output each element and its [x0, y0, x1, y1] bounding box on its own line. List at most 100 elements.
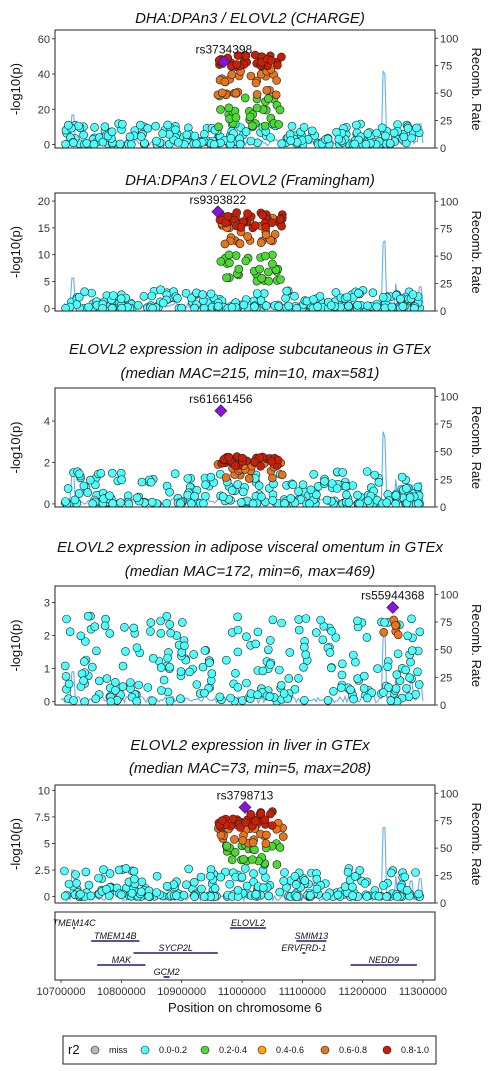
snp-point-r2-0.2-0.4 — [222, 273, 231, 283]
snp-point-r2-0.0-0.2 — [399, 132, 409, 142]
snp-point-r2-0.0-0.2 — [312, 884, 322, 894]
snp-point-r2-0.0-0.2 — [402, 885, 412, 895]
snp-point-r2-0.2-0.4 — [216, 257, 226, 266]
snp-point-r2-0.0-0.2 — [326, 301, 336, 310]
snp-point-r2-0.0-0.2 — [192, 139, 201, 148]
snp-point-r2-0.0-0.2 — [374, 477, 384, 487]
snp-point-r2-0.0-0.2 — [349, 694, 358, 704]
legend-swatch — [140, 1045, 150, 1055]
snp-point-r2-0.0-0.2 — [182, 130, 192, 140]
snp-point-r2-0.6-0.8 — [262, 830, 271, 840]
recomb-tick-label: 0 — [440, 898, 446, 910]
snp-point-r2-0.2-0.4 — [225, 258, 234, 268]
snp-point-r2-0.0-0.2 — [379, 688, 388, 697]
snp-point-r2-0.0-0.2 — [60, 866, 69, 876]
snp-point-r2-0.0-0.2 — [69, 696, 78, 705]
snp-point-r2-0.0-0.2 — [209, 140, 219, 148]
snp-point-r2-0.0-0.2 — [98, 304, 107, 311]
snp-point-r2-0.0-0.2 — [72, 878, 81, 888]
snp-point-r2-0.0-0.2 — [405, 673, 414, 683]
snp-point-r2-0.0-0.2 — [299, 123, 309, 132]
snp-point-r2-0.0-0.2 — [144, 892, 154, 901]
snp-point-r2-0.0-0.2 — [127, 140, 136, 148]
snp-point-r2-0.2-0.4 — [231, 113, 241, 122]
snp-point-r2-0.0-0.2 — [414, 680, 424, 689]
recomb-axis-label: Recomb. Rate — [469, 406, 484, 489]
snp-point-r2-0.8-1.0 — [228, 814, 238, 824]
plot-frame — [54, 192, 436, 312]
snp-point-r2-0.0-0.2 — [368, 288, 378, 298]
snp-point-r2-0.0-0.2 — [344, 301, 353, 311]
y-tick-label: 4 — [44, 416, 50, 428]
recomb-axis-label: Recomb. Rate — [469, 802, 484, 885]
snp-point-r2-0.0-0.2 — [80, 697, 89, 705]
gene-label: MAK — [112, 955, 133, 965]
snp-point-r2-0.0-0.2 — [407, 133, 416, 143]
snp-point-r2-0.0-0.2 — [79, 130, 88, 140]
recomb-axis-label: Recomb. Rate — [469, 604, 484, 687]
y-tick-label: 20 — [38, 196, 50, 208]
snp-point-r2-0.0-0.2 — [190, 892, 199, 901]
snp-point-r2-0.0-0.2 — [407, 614, 416, 624]
lead-snp-label: rs55944368 — [361, 588, 425, 602]
snp-point-r2-0.8-1.0 — [231, 461, 240, 471]
lead-snp-label: rs3798713 — [217, 788, 274, 802]
snp-point-r2-0.2-0.4 — [272, 860, 282, 869]
x-tick-label: 11300000 — [399, 986, 447, 998]
snp-point-r2-0.0-0.2 — [90, 123, 99, 132]
snp-point-r2-0.8-1.0 — [250, 457, 259, 467]
y-tick-label: 40 — [38, 69, 50, 81]
snp-point-r2-0.0-0.2 — [129, 866, 139, 876]
snp-point-r2-0.0-0.2 — [414, 499, 423, 507]
snp-point-r2-0.0-0.2 — [64, 120, 73, 130]
snp-point-r2-0.0-0.2 — [187, 293, 196, 303]
snp-point-r2-0.0-0.2 — [362, 467, 372, 476]
recomb-tick-label: 100 — [440, 33, 458, 45]
snp-point-r2-0.2-0.4 — [231, 251, 241, 260]
snp-point-r2-0.0-0.2 — [280, 868, 289, 877]
snp-point-r2-0.0-0.2 — [402, 684, 411, 693]
snp-point-r2-0.0-0.2 — [397, 472, 407, 482]
snp-point-r2-0.0-0.2 — [133, 300, 143, 310]
snp-point-r2-0.0-0.2 — [206, 289, 216, 299]
snp-point-r2-0.0-0.2 — [87, 288, 96, 298]
snp-point-r2-0.0-0.2 — [190, 877, 199, 887]
snp-point-r2-0.0-0.2 — [261, 301, 271, 311]
snp-point-r2-0.0-0.2 — [129, 623, 138, 633]
snp-point-r2-0.0-0.2 — [225, 879, 234, 889]
snp-point-r2-0.8-1.0 — [241, 818, 251, 827]
recomb-tick-label: 50 — [440, 843, 452, 855]
snp-point-r2-0.0-0.2 — [410, 304, 419, 311]
snp-point-r2-0.0-0.2 — [102, 884, 111, 894]
snp-point-r2-0.6-0.8 — [261, 839, 271, 848]
snp-point-r2-0.0-0.2 — [120, 622, 129, 632]
recomb-tick-label: 50 — [440, 645, 452, 657]
recomb-tick-label: 100 — [440, 391, 458, 403]
snp-point-r2-0.0-0.2 — [386, 696, 396, 705]
snp-point-r2-0.0-0.2 — [242, 678, 251, 688]
panel-title: ELOVL2 expression in adipose subcutaneou… — [69, 341, 431, 358]
x-tick-label: 10700000 — [37, 986, 86, 998]
lead-snp-marker — [217, 55, 231, 69]
snp-point-r2-0.2-0.4 — [227, 855, 237, 865]
snp-point-r2-0.0-0.2 — [338, 468, 348, 477]
snp-point-r2-0.0-0.2 — [411, 868, 420, 877]
snp-point-r2-0.0-0.2 — [111, 685, 120, 695]
snp-point-r2-0.0-0.2 — [359, 683, 369, 693]
snp-point-r2-0.6-0.8 — [220, 77, 230, 87]
snp-point-r2-0.2-0.4 — [264, 94, 273, 103]
snp-point-r2-0.0-0.2 — [346, 685, 355, 695]
snp-point-r2-0.2-0.4 — [241, 256, 251, 266]
snp-point-r2-0.0-0.2 — [350, 872, 360, 881]
snp-point-r2-0.8-1.0 — [256, 809, 266, 818]
snp-point-r2-0.6-0.8 — [220, 239, 230, 249]
snp-point-r2-0.8-1.0 — [232, 208, 241, 217]
snp-point-r2-0.0-0.2 — [393, 649, 403, 659]
snp-point-r2-0.0-0.2 — [301, 614, 311, 623]
snp-point-r2-0.0-0.2 — [238, 487, 248, 497]
snp-point-r2-0.8-1.0 — [221, 218, 230, 228]
legend-label: 0.2-0.4 — [219, 1045, 247, 1055]
snp-point-r2-0.0-0.2 — [92, 646, 101, 656]
legend-title: r2 — [68, 1042, 80, 1057]
snp-point-r2-0.8-1.0 — [267, 821, 277, 830]
